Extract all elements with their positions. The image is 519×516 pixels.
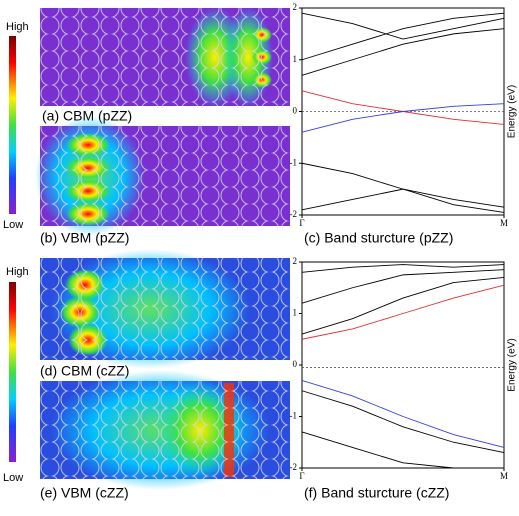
y-tick-label: 0 <box>293 359 298 369</box>
colorbar <box>9 36 16 214</box>
panel-label: (a) CBM (pZZ) <box>42 108 132 124</box>
x-tick-label: Γ <box>299 218 304 228</box>
band-line <box>301 284 505 340</box>
band-line <box>301 264 505 273</box>
colorbar <box>9 282 16 462</box>
band-line <box>301 90 505 125</box>
colorbar-low: Low <box>3 219 23 231</box>
y-tick-label: 1 <box>293 54 298 64</box>
y-tick-label: -1 <box>290 157 298 167</box>
chart-title: (c) Band sturcture (pZZ) <box>304 230 453 246</box>
colorbar-low: Low <box>3 472 23 484</box>
x-tick-label: M <box>500 471 508 481</box>
density-map <box>40 249 290 369</box>
x-tick-label: M <box>500 218 508 228</box>
band-line <box>301 12 505 40</box>
band-line <box>301 390 505 453</box>
chart-title: (f) Band sturcture (cZZ) <box>304 485 449 501</box>
band-line <box>301 188 505 213</box>
density-map <box>35 116 290 236</box>
panel-label: (d) CBM (cZZ) <box>40 363 129 379</box>
density-map <box>40 7 290 107</box>
band-line <box>301 269 505 304</box>
colorbar-high: High <box>6 266 29 278</box>
band-line <box>301 12 505 61</box>
x-tick-label: Γ <box>299 471 304 481</box>
band-line <box>301 162 505 208</box>
y-axis-label: Energy (eV) <box>507 85 518 138</box>
y-tick-label: 2 <box>293 2 298 12</box>
y-axis-label: Energy (eV) <box>507 338 518 391</box>
density-map <box>40 370 290 490</box>
band-line <box>301 28 505 76</box>
y-tick-label: 0 <box>293 106 298 116</box>
band-line <box>301 103 505 133</box>
y-tick-label: 2 <box>293 256 298 266</box>
band-line <box>301 431 504 469</box>
band-line <box>301 277 505 335</box>
band-line <box>301 380 505 448</box>
y-tick-label: -1 <box>290 411 298 421</box>
y-tick-label: 1 <box>293 308 298 318</box>
colorbar-high: High <box>6 21 29 33</box>
y-tick-label: -2 <box>290 209 298 219</box>
panel-label: (b) VBM (pZZ) <box>40 230 129 246</box>
panel-label: (e) VBM (cZZ) <box>40 485 129 501</box>
y-tick-label: -2 <box>290 462 298 472</box>
